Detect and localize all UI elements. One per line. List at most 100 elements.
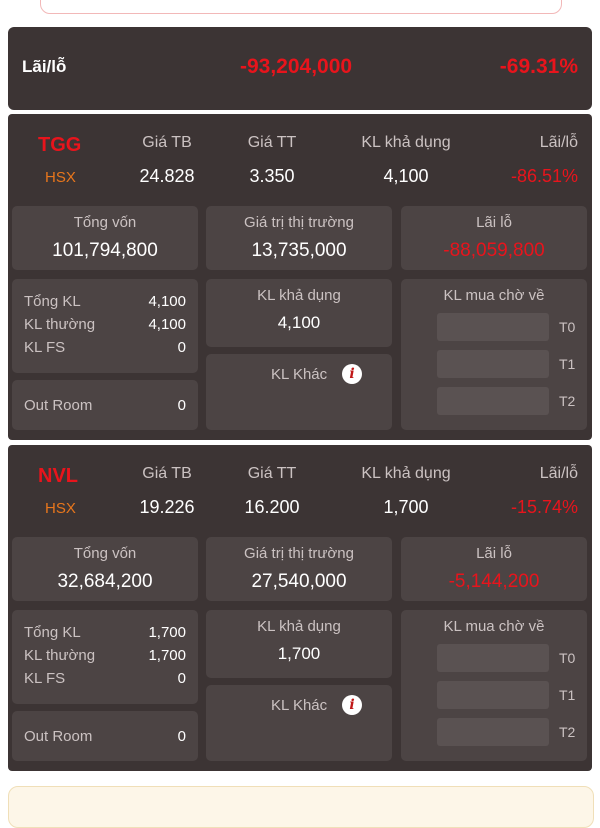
pending-t0-value [437,644,549,672]
info-icon[interactable]: i [342,364,362,384]
total-qty-row: Tổng KL 4,100 [24,293,186,310]
quantity-box: Tổng KL 1,700 KL thường 1,700 KL FS 0 [12,610,198,704]
summary-amount: -93,204,000 [240,55,353,78]
capital-box: Tổng vốn 32,684,200 [12,537,198,601]
other-qty-label: KL Khác [271,366,328,383]
t1-label: T1 [559,356,576,372]
pending-t2-value [437,718,549,746]
out-room-value: 0 [177,397,186,414]
pnl-summary-bar: Lãi/lỗ -93,204,000 -69.31% [8,27,592,110]
avg-price-header: Giá TB [142,134,192,151]
total-qty-value: 1,700 [148,624,186,641]
capital-label: Tổng vốn [73,545,137,562]
pending-qty-box: KL mua chờ về T0 T1 T2 [401,610,587,761]
market-price-header: Giá TT [247,134,297,151]
out-room-row: Out Room 0 [24,728,186,745]
available-qty-value: 1,700 [277,644,321,663]
market-value-value: 27,540,000 [251,571,347,592]
available-value: 1,700 [383,497,429,517]
capital-box: Tổng vốn 101,794,800 [12,206,198,270]
normal-qty-label: KL thường [24,647,96,664]
out-room-box: Out Room 0 [12,711,198,761]
pnl-value: -88,059,800 [443,240,545,261]
position-card-nvl[interactable]: NVL HSX Giá TB 19.226 Giá TT 16.200 KL k… [8,445,592,771]
market-value-label: Giá trị thị trường [244,214,354,231]
fs-qty-row: KL FS 0 [24,339,186,356]
summary-percent: -69.31% [499,55,578,78]
out-room-box: Out Room 0 [12,380,198,430]
market-value-value: 13,735,000 [251,240,347,261]
top-alert-card-edge [40,0,562,14]
capital-label: Tổng vốn [73,214,137,231]
pnl-percent-value: -15.74% [510,497,578,517]
pnl-value: -5,144,200 [448,571,540,592]
normal-qty-row: KL thường 4,100 [24,316,186,333]
info-icon[interactable]: i [342,695,362,715]
bottom-card-edge [8,786,594,828]
market-price-value: 3.350 [249,166,295,186]
normal-qty-label: KL thường [24,316,96,333]
pending-t1-value [437,350,549,378]
normal-qty-value: 4,100 [148,316,186,333]
capital-value: 101,794,800 [52,240,158,261]
stock-symbol[interactable]: NVL [38,465,78,487]
exchange-label: HSX [45,500,76,517]
other-qty-box: KL Khác i [206,354,392,430]
quantity-box: Tổng KL 4,100 KL thường 4,100 KL FS 0 [12,279,198,373]
fs-qty-row: KL FS 0 [24,670,186,687]
market-price-header: Giá TT [247,465,297,482]
fs-qty-label: KL FS [24,339,66,356]
total-qty-label: Tổng KL [24,293,81,310]
fs-qty-value: 0 [177,339,186,356]
pnl-percent-header: Lãi/lỗ [539,134,578,151]
available-header: KL khả dụng [361,465,451,482]
out-room-label: Out Room [24,728,93,745]
available-qty-box: KL khả dụng 1,700 [206,610,392,678]
capital-value: 32,684,200 [57,571,153,592]
other-qty-label: KL Khác [271,697,328,714]
pending-qty-label: KL mua chờ về [443,287,545,304]
pending-qty-box: KL mua chờ về T0 T1 T2 [401,279,587,430]
pnl-label: Lãi lỗ [476,545,512,562]
fs-qty-value: 0 [177,670,186,687]
t2-label: T2 [559,393,576,409]
summary-label: Lãi/lỗ [22,57,67,76]
pnl-percent-header: Lãi/lỗ [539,465,578,482]
available-qty-value: 4,100 [277,313,321,332]
pending-t1-value [437,681,549,709]
available-qty-label: KL khả dụng [257,287,341,304]
t0-label: T0 [559,319,576,335]
pending-t0-value [437,313,549,341]
market-price-value: 16.200 [244,497,300,517]
pnl-box: Lãi lỗ -88,059,800 [401,206,587,270]
market-value-box: Giá trị thị trường 13,735,000 [206,206,392,270]
avg-price-value: 24.828 [139,166,195,186]
pending-qty-label: KL mua chờ về [443,618,545,635]
total-qty-value: 4,100 [148,293,186,310]
other-qty-box: KL Khác i [206,685,392,761]
available-qty-label: KL khả dụng [257,618,341,635]
t0-label: T0 [559,650,576,666]
out-room-label: Out Room [24,397,93,414]
pnl-label: Lãi lỗ [476,214,512,231]
out-room-row: Out Room 0 [24,397,186,414]
pnl-box: Lãi lỗ -5,144,200 [401,537,587,601]
avg-price-header: Giá TB [142,465,192,482]
fs-qty-label: KL FS [24,670,66,687]
normal-qty-value: 1,700 [148,647,186,664]
total-qty-label: Tổng KL [24,624,81,641]
t2-label: T2 [559,724,576,740]
out-room-value: 0 [177,728,186,745]
available-qty-box: KL khả dụng 4,100 [206,279,392,347]
position-card-tgg[interactable]: TGG HSX Giá TB 24.828 Giá TT 3.350 KL kh… [8,114,592,440]
pnl-percent-value: -86.51% [510,166,578,186]
available-value: 4,100 [383,166,429,186]
normal-qty-row: KL thường 1,700 [24,647,186,664]
market-value-box: Giá trị thị trường 27,540,000 [206,537,392,601]
market-value-label: Giá trị thị trường [244,545,354,562]
pending-t2-value [437,387,549,415]
avg-price-value: 19.226 [139,497,195,517]
exchange-label: HSX [45,169,76,186]
t1-label: T1 [559,687,576,703]
stock-symbol[interactable]: TGG [38,134,82,156]
